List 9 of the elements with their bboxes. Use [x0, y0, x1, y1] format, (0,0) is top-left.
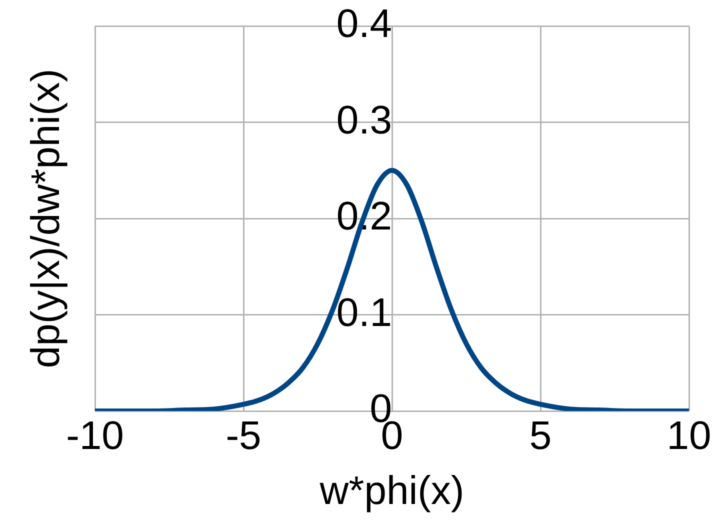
y-tick-label: 0.4: [336, 2, 392, 46]
y-tick-label: 0.3: [336, 98, 392, 142]
y-tick-label: 0.1: [336, 290, 392, 335]
x-tick-label: -5: [226, 414, 262, 458]
x-tick-label: 5: [529, 414, 552, 458]
x-axis-title: w*phi(x): [318, 469, 464, 514]
x-tick-label: 10: [666, 414, 712, 458]
y-axis-title: dp(y|x)/dw*phi(x): [24, 68, 68, 368]
x-tick-label: -10: [66, 414, 124, 458]
